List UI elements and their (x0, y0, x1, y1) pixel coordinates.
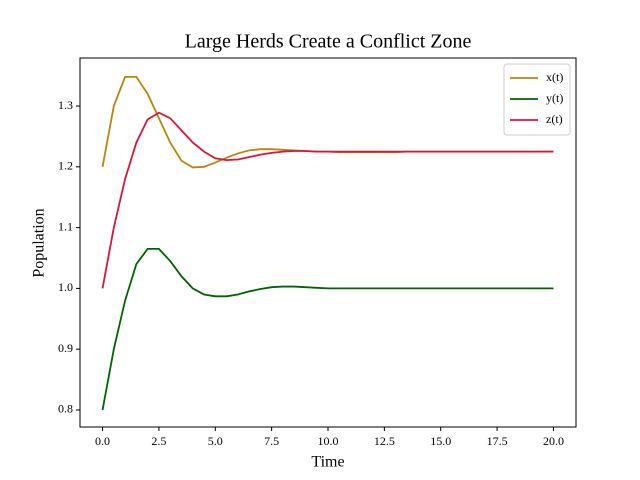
legend-label: x(t) (546, 70, 563, 84)
x-tick-label: 5.0 (208, 434, 223, 448)
x-tick-label: 0.0 (95, 434, 110, 448)
x-tick-label: 17.5 (487, 434, 508, 448)
x-tick-label: 7.5 (264, 434, 279, 448)
x-tick-label: 10.0 (318, 434, 339, 448)
x-axis-label: Time (311, 454, 344, 471)
y-tick-label: 1.2 (58, 159, 73, 173)
x-tick-label: 12.5 (374, 434, 395, 448)
x-tick-label: 20.0 (543, 434, 564, 448)
x-tick-label: 2.5 (151, 434, 166, 448)
chart-title: Large Herds Create a Conflict Zone (185, 31, 472, 53)
y-axis-label: Population (31, 208, 48, 277)
legend-label: y(t) (546, 91, 563, 105)
x-tick-label: 15.0 (430, 434, 451, 448)
line-series (101, 111, 554, 289)
line-series (101, 247, 554, 411)
legend-label: z(t) (546, 112, 563, 126)
plot-frame (79, 57, 577, 428)
y-tick-label: 0.9 (58, 341, 73, 355)
y-tick-label: 1.1 (58, 219, 73, 233)
y-tick-label: 0.8 (58, 402, 73, 416)
y-tick-label: 1.0 (58, 280, 73, 294)
y-tick-label: 1.3 (58, 98, 73, 112)
